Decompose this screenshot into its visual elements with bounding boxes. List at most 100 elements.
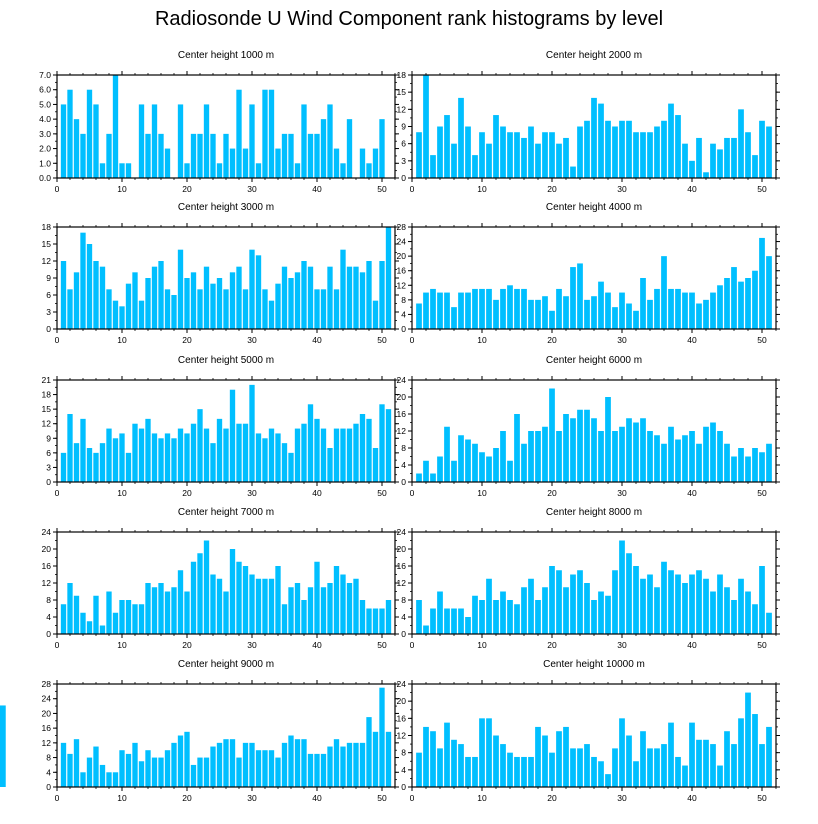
histogram-bar — [190, 561, 197, 634]
histogram-bar — [423, 726, 429, 787]
histogram-bar — [262, 578, 268, 634]
histogram-bar — [605, 595, 611, 634]
histogram-bar — [281, 742, 288, 787]
histogram-bar — [696, 739, 702, 787]
histogram-bar — [67, 583, 73, 634]
histogram-bar — [125, 600, 132, 634]
histogram-bar — [556, 431, 562, 482]
y-tick-label: 4 — [401, 765, 406, 775]
histogram-bar — [633, 566, 639, 634]
histogram-bar — [689, 574, 695, 634]
y-tick-label: 15 — [397, 87, 407, 97]
histogram-bar — [346, 742, 353, 787]
histogram-bar — [353, 578, 359, 634]
histogram-bar — [465, 292, 471, 329]
y-tick-label: 0 — [46, 477, 51, 487]
histogram-bar — [430, 731, 436, 787]
histogram-bar — [164, 289, 171, 329]
histogram-bar — [535, 600, 541, 634]
x-tick-label: 40 — [312, 184, 322, 194]
histogram-bar — [301, 261, 307, 329]
histogram-bar — [112, 75, 119, 178]
histogram-bar — [640, 578, 646, 634]
x-tick-label: 0 — [55, 640, 60, 650]
histogram-bar — [294, 163, 301, 178]
y-tick-label: 0 — [46, 324, 51, 334]
histogram-bar — [177, 428, 184, 482]
histogram-bar — [710, 591, 716, 634]
histogram-bar — [612, 570, 618, 634]
x-tick-label: 20 — [547, 793, 557, 803]
histogram-bar — [119, 600, 125, 634]
x-tick-label: 50 — [377, 640, 387, 650]
histogram-bar — [346, 428, 353, 482]
x-tick-label: 50 — [377, 335, 387, 345]
x-tick-label: 50 — [757, 640, 767, 650]
histogram-bar — [479, 600, 485, 634]
histogram-bar — [430, 608, 436, 634]
panel-title: Center height 2000 m — [546, 50, 642, 61]
histogram-bar — [184, 591, 190, 634]
histogram-bar — [619, 426, 625, 482]
histogram-bar — [416, 752, 422, 787]
histogram-bar — [307, 587, 314, 634]
histogram-bar — [216, 578, 223, 634]
y-tick-label: 4 — [46, 767, 51, 777]
histogram-bar — [717, 149, 723, 178]
histogram-bar — [654, 748, 660, 788]
histogram-bar — [731, 600, 737, 634]
histogram-bar — [703, 578, 709, 634]
histogram-bar — [598, 103, 604, 178]
histogram-bar — [759, 120, 765, 178]
x-tick-label: 0 — [410, 640, 415, 650]
panel-title: Center height 8000 m — [546, 507, 642, 518]
histogram-bar — [190, 764, 197, 787]
histogram-bar — [577, 409, 583, 482]
histogram-bar — [184, 278, 190, 329]
histogram-bar — [216, 278, 223, 329]
histogram-bar — [93, 595, 99, 634]
histogram-bar — [570, 748, 576, 788]
histogram-bar — [437, 292, 443, 329]
histogram-bar — [647, 431, 653, 482]
histogram-bar — [556, 288, 562, 329]
histogram-bar — [86, 757, 93, 787]
y-tick-label: 5.0 — [39, 99, 51, 109]
histogram-bar — [93, 261, 99, 329]
histogram-bar — [60, 452, 67, 482]
histogram-bar — [119, 433, 125, 482]
histogram-bar — [500, 431, 506, 482]
histogram-bar — [210, 746, 216, 787]
histogram-bar — [242, 289, 249, 329]
histogram-bar — [158, 133, 164, 178]
histogram-bar — [668, 722, 674, 788]
histogram-bar — [759, 566, 765, 634]
y-tick-label: 20 — [397, 392, 407, 402]
histogram-bar — [301, 600, 307, 634]
histogram-bar — [479, 718, 485, 787]
histogram-bar — [138, 428, 145, 482]
histogram-bar — [731, 137, 737, 178]
histogram-bar — [717, 574, 723, 634]
histogram-bar — [633, 422, 639, 482]
x-tick-label: 20 — [547, 184, 557, 194]
histogram-bar — [333, 148, 340, 178]
histogram-bar — [451, 307, 457, 329]
figure-title: Radiosonde U Wind Component rank histogr… — [154, 8, 664, 30]
x-tick-label: 20 — [182, 640, 192, 650]
histogram-bar — [346, 119, 353, 178]
histogram-bar — [125, 753, 132, 787]
x-tick-label: 0 — [55, 488, 60, 498]
histogram-bar — [731, 267, 737, 329]
histogram-bar — [458, 744, 464, 787]
x-tick-label: 10 — [117, 335, 127, 345]
x-tick-label: 30 — [247, 793, 257, 803]
histogram-bar — [619, 292, 625, 329]
histogram-bar — [307, 753, 314, 787]
histogram-bar — [281, 604, 288, 634]
histogram-bar — [340, 428, 346, 482]
histogram-bar — [416, 473, 422, 482]
histogram-bar — [255, 750, 262, 787]
histogram-bar — [158, 261, 164, 329]
histogram-bar — [507, 132, 513, 178]
